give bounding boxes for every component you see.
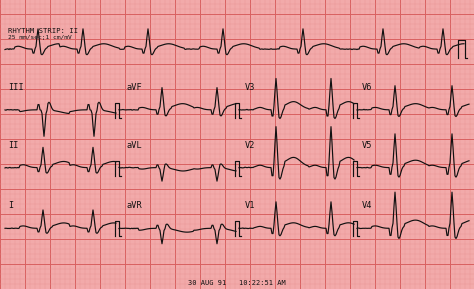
Text: II: II [8,141,18,150]
Text: aVL: aVL [127,141,143,150]
Text: V5: V5 [362,141,373,150]
Text: aVR: aVR [127,201,143,210]
Text: aVF: aVF [127,83,143,92]
Text: V1: V1 [245,201,255,210]
Text: V3: V3 [245,83,255,92]
Text: III: III [8,83,24,92]
Text: RHYTHM STRIP: II: RHYTHM STRIP: II [8,28,78,34]
Text: V2: V2 [245,141,255,150]
Text: 30 AUG 91   10:22:51 AM: 30 AUG 91 10:22:51 AM [188,280,286,286]
Text: V4: V4 [362,201,373,210]
Text: V6: V6 [362,83,373,92]
Text: I: I [8,201,13,210]
Text: 25 mm/sec;1 cm/mV: 25 mm/sec;1 cm/mV [8,35,72,40]
